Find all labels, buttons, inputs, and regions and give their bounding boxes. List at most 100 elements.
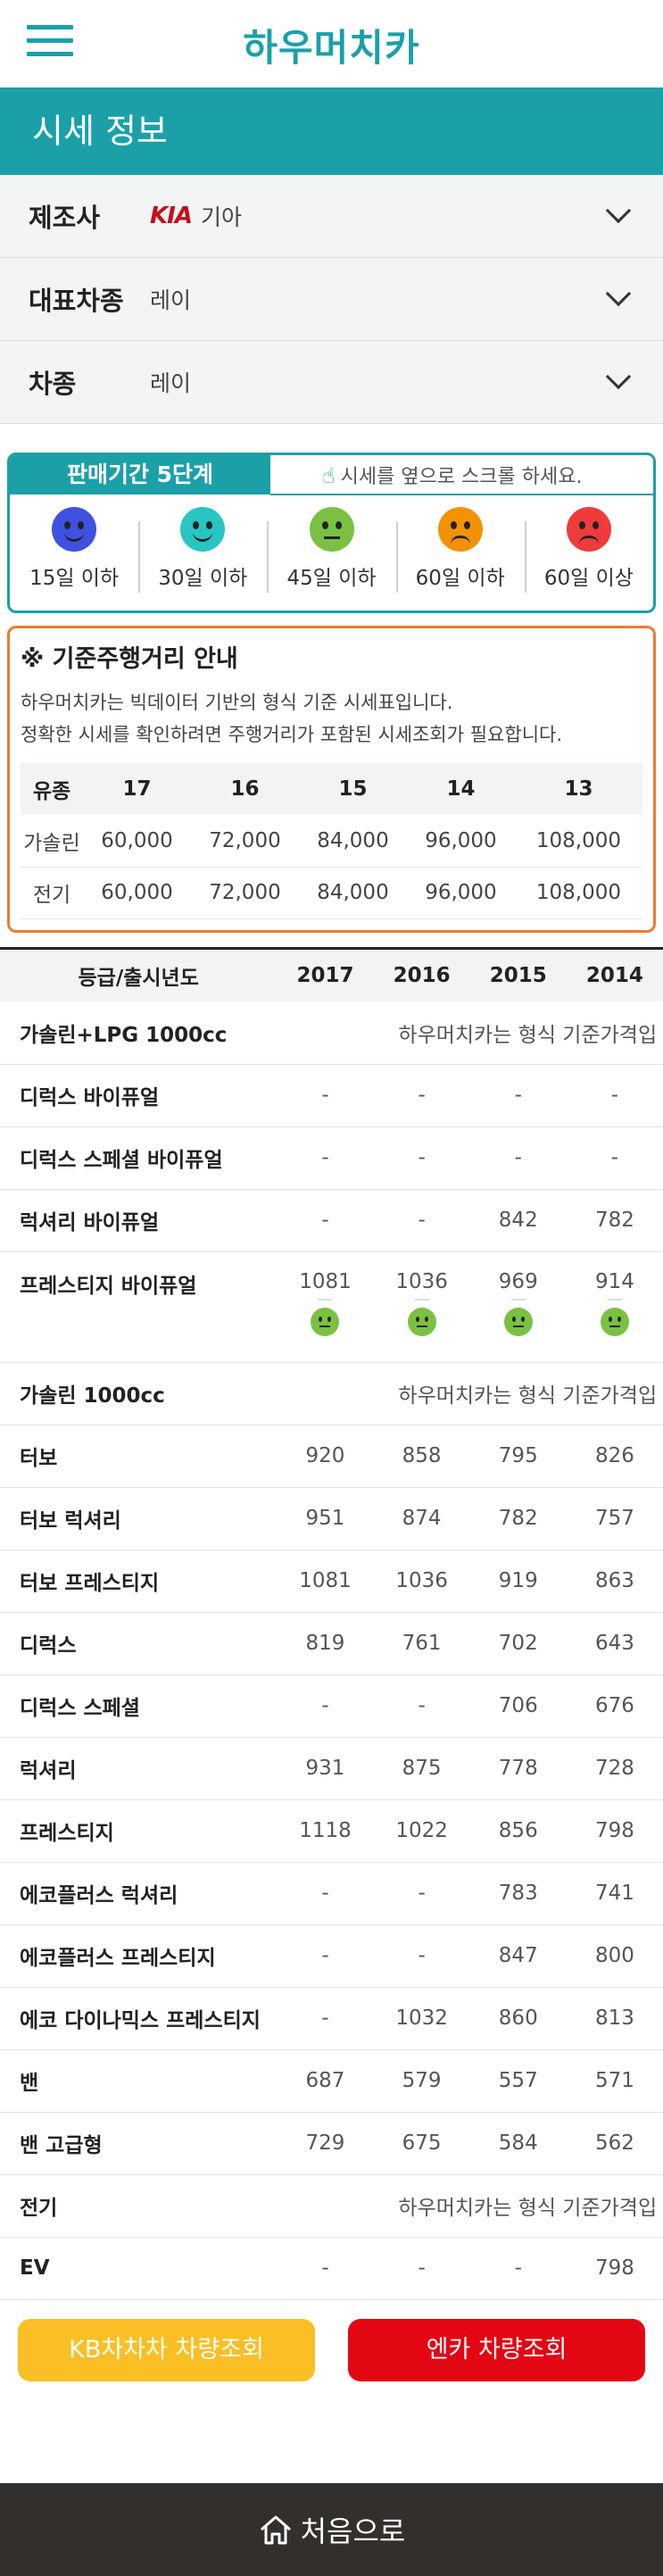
table-row[interactable]: 프레스티지 바이퓨얼 1081 1036 969 914 xyxy=(0,1251,663,1363)
price-cell: - xyxy=(373,1924,470,1988)
price-value: 1081 xyxy=(299,1569,352,1592)
price-value: - xyxy=(321,1084,329,1107)
table-row[interactable]: 에코플러스 프레스티지 - - 847 800 xyxy=(0,1924,663,1988)
price-cell: 584 xyxy=(469,2112,567,2175)
menu-icon[interactable] xyxy=(27,25,73,57)
neutral-face-icon xyxy=(600,1307,629,1336)
price-cell: 920 xyxy=(277,1425,374,1488)
table-row[interactable]: 에코 다이나믹스 프레스티지 - 1032 860 813 xyxy=(0,1987,663,2050)
price-value: - xyxy=(321,2256,329,2280)
table-row[interactable]: 가솔린+LPG 1000cc 하우머치카는 형식 기준가격입 xyxy=(0,1001,663,1065)
price-value: 920 xyxy=(305,1444,345,1467)
price-cell: - xyxy=(277,1924,374,1988)
period-level-label: 15일 이하 xyxy=(29,567,120,590)
table-row[interactable]: 터보 럭셔리 951 874 782 757 xyxy=(0,1487,663,1550)
table-row[interactable]: 디럭스 스페셜 - - 706 676 xyxy=(0,1674,663,1738)
price-value: 858 xyxy=(402,1444,442,1467)
price-value: 571 xyxy=(594,2069,634,2092)
mileage-header: 14 xyxy=(406,763,515,815)
table-row[interactable]: 에코플러스 럭셔리 - - 783 741 xyxy=(0,1862,663,1925)
table-row: 가솔린 60,000 72,000 84,000 96,000 108,000 xyxy=(21,815,642,868)
table-row[interactable]: 디럭스 스페셜 바이퓨얼 - - - - xyxy=(0,1126,663,1190)
price-cell: 778 xyxy=(469,1737,567,1800)
kb-lookup-button[interactable]: KB차차차 차량조회 xyxy=(18,2319,315,2381)
table-row[interactable]: EV - - - 798 xyxy=(0,2237,663,2300)
home-footer-button[interactable]: 처음으로 xyxy=(0,2483,663,2576)
price-cell: 675 xyxy=(373,2112,470,2175)
mileage-cell: 전기 xyxy=(21,867,83,919)
price-cell: 931 xyxy=(277,1737,374,1800)
trim-select[interactable]: 차종 레이 xyxy=(0,341,663,424)
notice-title: ※ 기준주행거리 안내 xyxy=(21,645,238,673)
price-value: 562 xyxy=(594,2131,634,2155)
home-label: 처음으로 xyxy=(300,2514,406,2548)
mileage-cell: 108,000 xyxy=(514,815,642,868)
manufacturer-select[interactable]: 제조사 KIA 기아 xyxy=(0,175,663,258)
price-value: 557 xyxy=(498,2069,538,2092)
price-value: 951 xyxy=(305,1507,345,1530)
price-cell: - xyxy=(469,1126,567,1190)
price-value: 826 xyxy=(594,1444,634,1467)
price-cell: - xyxy=(373,1064,470,1127)
chevron-down-icon[interactable] xyxy=(605,280,632,307)
price-value: 919 xyxy=(498,1569,538,1592)
encar-lookup-button[interactable]: 엔카 차량조회 xyxy=(348,2319,645,2381)
table-row[interactable]: 디럭스 바이퓨얼 - - - - xyxy=(0,1064,663,1127)
price-value: 1036 xyxy=(395,1569,448,1592)
price-value: 675 xyxy=(402,2131,442,2155)
price-value: - xyxy=(418,1882,426,1905)
chevron-down-icon[interactable] xyxy=(605,363,632,390)
table-row[interactable]: 밴 687 579 557 571 xyxy=(0,2049,663,2113)
table-row[interactable]: 터보 920 858 795 826 xyxy=(0,1425,663,1488)
price-cell: 798 xyxy=(566,2237,663,2300)
price-value: - xyxy=(321,1209,329,1232)
price-table[interactable]: 등급/출시년도 2017 2016 2015 2014 가솔린+LPG 1000cc 하우머… xyxy=(0,950,663,2300)
price-header: 2015 xyxy=(469,950,567,1001)
trim-name: 에코 다이나믹스 프레스티지 xyxy=(0,1987,278,2050)
mileage-cell: 96,000 xyxy=(406,815,515,868)
price-value: - xyxy=(610,1146,619,1169)
period-level-label: 45일 이하 xyxy=(286,567,377,590)
price-value: 863 xyxy=(594,1569,634,1592)
chevron-down-icon[interactable] xyxy=(605,197,632,224)
price-value: - xyxy=(418,1694,426,1717)
price-value: 800 xyxy=(594,1944,634,1967)
price-value: 1036 xyxy=(395,1269,448,1293)
price-value: 643 xyxy=(594,1632,634,1655)
price-cell: - xyxy=(373,1126,470,1190)
top-bar: 하우머치카 xyxy=(0,0,663,87)
price-value: 706 xyxy=(498,1694,538,1717)
manufacturer-value: 기아 xyxy=(200,204,242,230)
table-row[interactable]: 프레스티지 1118 1022 856 798 xyxy=(0,1799,663,1863)
price-cell: 676 xyxy=(566,1674,663,1738)
hand-swipe-icon: ☝ xyxy=(322,463,336,488)
table-row[interactable]: 럭셔리 바이퓨얼 - - 842 782 xyxy=(0,1189,663,1252)
price-cell: 757 xyxy=(566,1487,663,1550)
price-cell: 856 xyxy=(469,1799,567,1863)
price-value: 847 xyxy=(498,1944,538,1967)
model-select[interactable]: 대표차종 레이 xyxy=(0,258,663,341)
table-row[interactable]: 디럭스 819 761 702 643 xyxy=(0,1612,663,1675)
table-row[interactable]: 터보 프레스티지 1081 1036 919 863 xyxy=(0,1550,663,1613)
mileage-cell: 108,000 xyxy=(514,867,642,919)
trim-name: 밴 xyxy=(0,2049,278,2113)
table-row[interactable]: 전기 하우머치카는 형식 기준가격입 xyxy=(0,2174,663,2238)
table-row[interactable]: 가솔린 1000cc 하우머치카는 형식 기준가격입 xyxy=(0,1362,663,1425)
price-value: 728 xyxy=(594,1757,634,1780)
table-row[interactable]: 밴 고급형 729 675 584 562 xyxy=(0,2112,663,2175)
price-value: 1118 xyxy=(299,1819,352,1842)
trim-name: 밴 고급형 xyxy=(0,2112,278,2175)
price-cell: - xyxy=(566,1126,663,1190)
period-level: 15일 이하 xyxy=(10,507,138,591)
price-cell: 761 xyxy=(373,1612,470,1675)
app-logo[interactable]: 하우머치카 xyxy=(243,26,420,70)
price-cell: 858 xyxy=(373,1425,470,1488)
price-cell: - xyxy=(277,1064,374,1127)
price-cell: - xyxy=(469,2237,567,2300)
mileage-cell: 84,000 xyxy=(298,815,407,868)
group-note: 하우머치카는 형식 기준가격입 xyxy=(277,2174,663,2238)
price-value: 676 xyxy=(594,1694,634,1717)
mileage-header: 13 xyxy=(514,763,642,815)
price-value: 798 xyxy=(594,1819,634,1842)
table-row[interactable]: 럭셔리 931 875 778 728 xyxy=(0,1737,663,1800)
